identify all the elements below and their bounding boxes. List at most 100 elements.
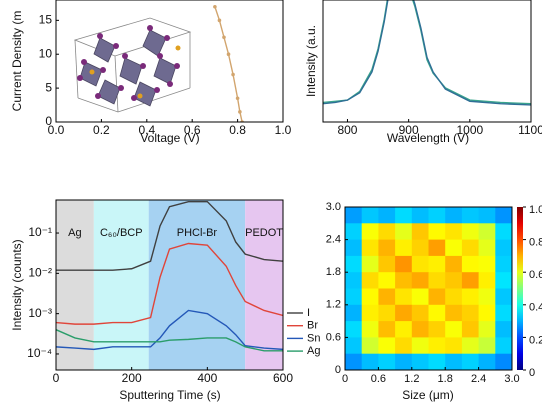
x-tick-label: 1.0 [275,123,292,137]
data-point [231,72,235,77]
heat-cell [428,353,446,371]
heat-cell [445,272,463,289]
colorbar-tick-label: 1.0 [529,204,542,216]
heat-cell [345,288,363,306]
y-axis-label: Current Density (m [10,11,24,112]
y-tick-label: 1.8 [326,266,341,278]
heat-cell [411,272,429,289]
heat-cell [461,272,479,289]
heat-cell [411,288,429,306]
plot-frame [55,199,284,371]
x-tick-label: 0.6 [184,123,201,137]
heat-cell [345,304,363,322]
y-axis-label: Intensity (counts) [10,239,24,330]
heat-cell [345,321,363,338]
heat-cell [428,321,446,338]
heat-cell [495,223,513,240]
crystal-inset [73,17,192,113]
heat-cell [361,353,379,371]
data-line [323,0,531,105]
x-tick-label: 0 [53,371,60,385]
region [56,200,94,370]
heat-cell [478,288,496,306]
heat-cell [445,353,463,371]
heat-cell [478,321,496,338]
heat-cell [478,255,496,273]
heat-cell [411,207,429,224]
x-axis-label: Sputtering Time (s) [119,388,220,402]
y-tick-label: 10⁻³ [28,306,52,320]
data-point [235,96,240,101]
x-tick-label: 600 [273,371,293,385]
cell-top [73,17,192,57]
y-tick-label: 1.2 [326,299,341,311]
panel: 0.0 0.2 0.4 0.6 0.8 1.0 0 5 10 15 Voltage (V) Curre… [10,0,292,145]
data-point [222,35,226,40]
heat-cell [478,207,496,224]
data-point [226,52,231,57]
heat-cell [495,239,513,257]
cell-edge [114,55,119,113]
heat-cell [395,353,413,371]
heat-cell [395,239,413,257]
octahedra [79,29,177,107]
heat-cell [395,272,413,289]
heat-cell [345,353,363,371]
heat-cell [345,239,363,257]
heat-cell [445,288,463,306]
region-label: Ag [68,227,81,239]
x-tick-label: 1.2 [404,373,419,385]
heat-cell [445,255,463,273]
heat-cell [378,321,396,338]
data-line [56,309,283,351]
legend-label: I [307,307,310,319]
y-tick-label: 3.0 [326,201,341,213]
heat-cell [345,337,363,355]
data-line [214,6,243,122]
heat-cell [495,321,513,338]
x-tick-label: 200 [122,371,142,385]
heat-cell [378,288,396,306]
region-label: C₆₀/BCP [100,227,143,239]
heat-cell [378,337,396,355]
plot-frame [322,0,532,123]
heat-cell [361,255,379,273]
x-tick-label: 0.8 [229,123,246,137]
heat-cell [428,239,446,257]
heat-cell [445,337,463,355]
y-tick-label: 2.4 [326,234,341,246]
colorbar-tick-label: 0.4 [529,302,542,314]
colorbar-tick-label: 0.2 [529,334,542,346]
heat-cell [478,223,496,240]
heat-cell [378,272,396,289]
heat-cell [428,255,446,273]
data-point [213,4,217,9]
colorbar-tick-label: 0 [529,367,535,379]
heat-cell [411,255,429,273]
heat-cell [495,353,513,371]
heat-cell [361,223,379,240]
heat-cell [378,304,396,322]
heat-cell [361,207,379,224]
heat-cell [395,223,413,240]
x-tick-label: 1.8 [438,373,453,385]
heat-cell [395,207,413,224]
x-tick-label: 800 [337,123,357,137]
data-line [56,329,283,352]
legend-label: Sn [307,332,320,344]
x-tick-label: 0.4 [138,123,155,137]
heat-cell [395,304,413,322]
heat-cell [495,272,513,289]
heat-cell [411,337,429,355]
heat-cell [445,207,463,224]
plot-frame [344,206,513,371]
heat-cell [428,207,446,224]
y-tick-label: 10 [39,46,53,60]
cation-atoms [89,45,181,99]
heat-cell [461,337,479,355]
heat-cell [411,321,429,338]
x-tick-label: 900 [399,123,419,137]
region-label: PHCl-Br [177,227,218,239]
heat-cell [361,304,379,322]
